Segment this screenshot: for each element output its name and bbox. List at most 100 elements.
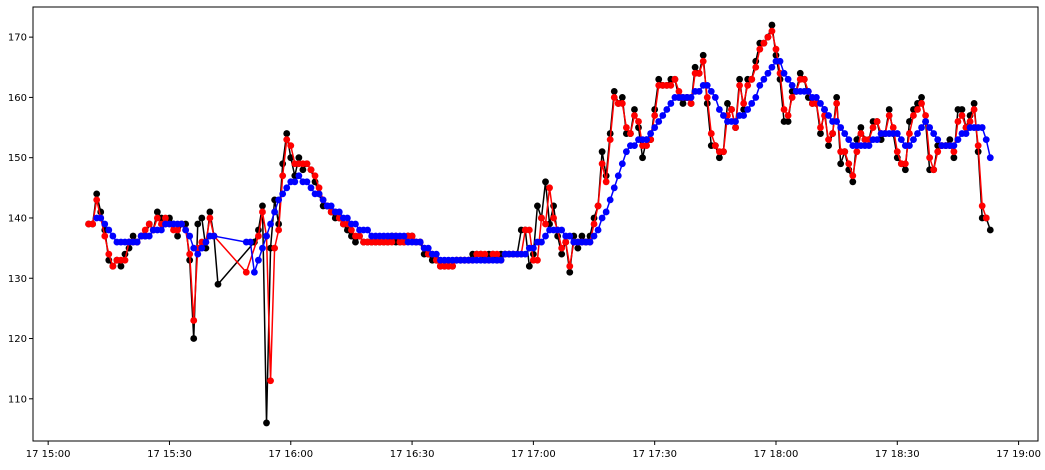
y-axis: 110 120 130 140 150 160 170 — [8, 33, 33, 405]
data-point — [671, 75, 679, 83]
data-point — [364, 226, 371, 234]
data-point — [606, 136, 614, 144]
data-point — [715, 154, 723, 162]
data-point — [703, 94, 711, 101]
data-point — [174, 232, 181, 240]
data-point — [602, 208, 610, 216]
data-point — [679, 100, 687, 107]
y-tick-label: 150 — [8, 153, 27, 164]
data-point — [283, 136, 291, 144]
data-point — [525, 262, 533, 270]
data-point — [752, 94, 760, 101]
data-point — [388, 238, 396, 246]
data-point — [845, 136, 853, 144]
data-point — [918, 100, 925, 107]
data-point — [663, 106, 671, 113]
data-point — [926, 124, 934, 131]
data-point — [267, 220, 274, 228]
data-point — [675, 87, 683, 95]
data-point — [768, 63, 776, 71]
data-point — [918, 94, 925, 101]
data-point — [982, 214, 990, 222]
data-point — [934, 148, 942, 156]
y-tick-label: 170 — [8, 33, 27, 44]
data-point — [263, 232, 270, 240]
data-point — [416, 238, 424, 246]
data-point — [101, 220, 109, 228]
x-axis: 17 15:00 17 15:30 17 16:00 17 16:30 17 17:00… — [26, 441, 1041, 460]
x-tick-label: 17 16:30 — [390, 449, 435, 460]
data-point — [784, 75, 792, 83]
data-point — [546, 184, 553, 192]
data-point — [542, 220, 549, 228]
data-point — [845, 160, 853, 168]
data-point — [343, 214, 351, 222]
data-point — [121, 256, 129, 264]
data-point — [631, 142, 638, 150]
data-point — [643, 142, 650, 150]
data-point — [250, 268, 258, 276]
data-point — [622, 124, 630, 131]
data-point — [970, 100, 978, 107]
data-point — [711, 142, 719, 150]
data-point — [643, 136, 650, 144]
data-point — [246, 238, 254, 246]
y-tick-label: 130 — [8, 274, 27, 285]
data-point — [315, 184, 323, 192]
data-point — [699, 51, 707, 59]
data-point — [275, 226, 283, 234]
data-point — [695, 87, 703, 95]
data-point — [145, 232, 153, 240]
data-point — [768, 27, 776, 35]
data-point — [732, 118, 739, 125]
series-3 — [93, 57, 994, 276]
data-point — [558, 250, 566, 258]
data-point — [930, 130, 938, 137]
data-point — [825, 142, 832, 150]
data-point — [133, 238, 141, 246]
data-point — [263, 419, 270, 427]
data-point — [764, 33, 772, 41]
data-point — [598, 148, 606, 156]
data-point — [602, 178, 610, 186]
data-point — [707, 130, 715, 137]
data-point — [534, 202, 541, 210]
data-point — [117, 262, 125, 270]
data-point — [817, 100, 824, 107]
data-point — [295, 154, 303, 162]
data-point — [129, 232, 137, 240]
data-point — [635, 118, 642, 125]
data-point — [319, 196, 327, 204]
data-point — [849, 172, 857, 180]
data-point — [303, 178, 311, 186]
data-point — [954, 118, 962, 125]
data-point — [598, 214, 606, 222]
data-point — [315, 190, 323, 198]
data-point — [194, 220, 202, 228]
data-point — [295, 172, 303, 180]
x-tick-label: 17 15:30 — [147, 449, 192, 460]
data-point — [606, 196, 614, 204]
data-point — [534, 256, 541, 264]
data-point — [720, 148, 727, 156]
data-point — [748, 75, 756, 83]
data-point — [610, 184, 618, 192]
data-point — [796, 69, 804, 77]
y-tick-label: 110 — [8, 394, 27, 405]
data-point — [817, 130, 824, 137]
data-point — [946, 136, 954, 144]
data-point — [618, 160, 626, 168]
data-point — [687, 94, 695, 101]
data-point — [651, 112, 659, 119]
data-point — [242, 268, 250, 276]
data-point — [614, 172, 622, 180]
data-point — [772, 45, 780, 53]
data-point — [550, 214, 557, 222]
data-point — [720, 112, 727, 119]
data-point — [885, 112, 893, 119]
data-point — [206, 214, 214, 222]
data-point — [906, 142, 913, 150]
data-point — [914, 106, 921, 113]
data-point — [760, 75, 768, 83]
